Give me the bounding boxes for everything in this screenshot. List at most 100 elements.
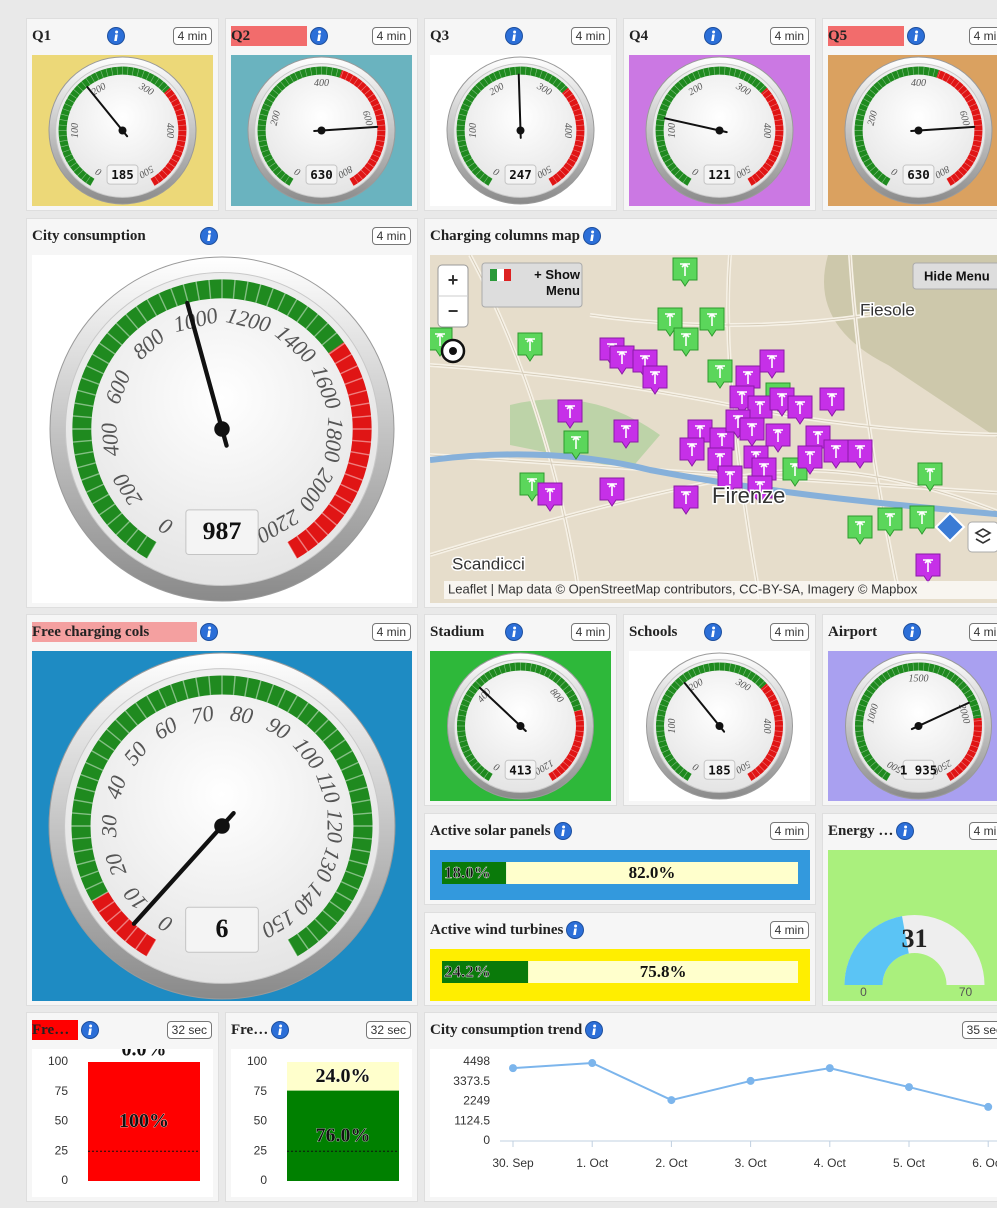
- time-badge[interactable]: 32 sec: [365, 1021, 411, 1039]
- gauge-minor-tick: [973, 730, 982, 732]
- gauge-minor-tick: [348, 859, 368, 866]
- info-icon[interactable]: [505, 27, 523, 45]
- gauge-minor-tick: [165, 89, 172, 95]
- widget: Q3 4 min 0 100 200 300 400 500 247: [424, 18, 617, 211]
- gauge-minor-tick: [131, 67, 134, 76]
- gauge-minor-tick: [974, 135, 983, 137]
- info-icon[interactable]: [704, 27, 722, 45]
- map-marker-icon: [767, 354, 777, 368]
- time-badge[interactable]: 4 min: [968, 822, 997, 840]
- gauge-minor-tick: [858, 703, 867, 708]
- gauge-minor-tick: [266, 288, 274, 307]
- time-badge[interactable]: 4 min: [769, 822, 809, 840]
- gauge-minor-tick: [758, 85, 765, 92]
- gauge-minor-tick: [663, 158, 672, 163]
- info-icon[interactable]: [585, 1021, 604, 1039]
- gauge-minor-tick: [475, 765, 482, 772]
- gauge-minor-tick: [966, 753, 974, 759]
- gauge-minor-tick: [674, 169, 681, 176]
- gauge-minor-tick: [315, 66, 317, 75]
- info-icon[interactable]: [200, 623, 218, 641]
- map-zoom-in[interactable]: +: [448, 270, 459, 290]
- map-hide-menu[interactable]: Hide Menu: [924, 268, 990, 283]
- time-badge[interactable]: 4 min: [769, 921, 809, 939]
- gauge-minor-tick: [174, 108, 183, 112]
- info-icon[interactable]: [200, 227, 218, 245]
- gauge-minor-tick: [77, 389, 96, 396]
- map-help-icon[interactable]: [934, 511, 966, 543]
- time-badge[interactable]: 4 min: [570, 623, 610, 641]
- info-icon[interactable]: [271, 1021, 290, 1039]
- time-badge[interactable]: 4 min: [570, 27, 610, 45]
- gauge-minor-tick: [661, 749, 670, 754]
- map-hide-box[interactable]: [912, 262, 997, 290]
- gauge-minor-tick: [259, 144, 268, 148]
- time-badge[interactable]: 4 min: [968, 27, 997, 45]
- info-icon[interactable]: [704, 623, 722, 641]
- map-show-menu[interactable]: + Show Menu: [534, 267, 580, 298]
- widget-title: Q3: [430, 28, 450, 44]
- info-icon[interactable]: [583, 227, 602, 245]
- gauge-minor-tick: [208, 279, 212, 299]
- widget: City consumption 4 min 0 200 400 600 800 1000 12…: [26, 218, 418, 608]
- gauge-minor-tick: [146, 299, 158, 317]
- gauge-minor-tick: [576, 135, 585, 137]
- widget-header: Active solar panels 4 min: [430, 821, 809, 843]
- gauge-minor-tick: [375, 144, 384, 148]
- time-badge[interactable]: 4 min: [371, 27, 411, 45]
- map-attribution: Leaflet | Map data © OpenStreetMap contr…: [448, 581, 918, 596]
- map-zoom-out[interactable]: −: [448, 301, 459, 321]
- gauge-minor-tick: [377, 135, 386, 137]
- time-badge[interactable]: 4 min: [769, 623, 809, 641]
- gauge-minor-tick: [968, 698, 977, 703]
- gauge-minor-tick: [86, 365, 104, 375]
- gauge-minor-tick: [932, 664, 936, 673]
- gauge-minor-tick: [751, 771, 757, 779]
- gauge-minor-tick: [314, 918, 329, 933]
- gauge-value-box: [185, 509, 259, 556]
- time-badge[interactable]: 32 sec: [166, 1021, 212, 1039]
- widget-graphic: 0 25 50 75 100 100% 0.0%: [48, 1049, 200, 1187]
- gauge-minor-tick: [475, 85, 482, 92]
- gauge-minor-tick: [150, 178, 155, 187]
- gauge-minor-tick: [742, 668, 747, 676]
- gauge-minor-tick: [460, 108, 469, 112]
- gauge-minor-tick: [176, 144, 185, 148]
- info-icon[interactable]: [553, 822, 572, 840]
- gauge-minor-tick: [565, 757, 573, 763]
- info-icon[interactable]: [566, 921, 585, 939]
- info-icon[interactable]: [107, 27, 125, 45]
- time-badge[interactable]: 4 min: [769, 27, 809, 45]
- info-stem: [590, 234, 594, 241]
- info-icon[interactable]: [896, 822, 915, 840]
- map-marker-icon: [773, 428, 783, 442]
- widget: Q4 4 min 0 100 200 300 400 500 121: [623, 18, 816, 211]
- info-icon[interactable]: [903, 623, 921, 641]
- time-badge[interactable]: 4 min: [968, 623, 997, 641]
- time-badge[interactable]: 4 min: [371, 227, 411, 245]
- gauge-minor-tick: [483, 176, 489, 184]
- info-icon[interactable]: [310, 27, 328, 45]
- gauge-minor-tick: [855, 139, 864, 142]
- gauge-minor-tick: [170, 288, 178, 307]
- gauge-minor-tick: [773, 144, 782, 148]
- info-icon[interactable]: [907, 27, 925, 45]
- time-badge[interactable]: 4 min: [172, 27, 212, 45]
- info-icon[interactable]: [81, 1021, 99, 1039]
- gauge-minor-tick: [774, 730, 783, 732]
- gauge-minor-tick: [340, 70, 344, 79]
- gauge-minor-tick: [98, 900, 115, 913]
- time-badge[interactable]: 4 min: [371, 623, 411, 641]
- time-badge[interactable]: 35 sec: [961, 1021, 997, 1039]
- gauge-tick-label: 0: [492, 165, 502, 177]
- gauge-minor-tick: [66, 158, 75, 163]
- gauge-minor-tick: [351, 848, 371, 853]
- gauge-minor-tick: [858, 744, 867, 749]
- gauge-minor-tick: [891, 72, 896, 81]
- gauge-minor-tick: [738, 70, 742, 79]
- gauge-minor-tick: [460, 703, 469, 708]
- gauge-minor-tick: [344, 72, 349, 81]
- gauge-minor-tick: [574, 709, 582, 712]
- info-icon[interactable]: [505, 623, 523, 641]
